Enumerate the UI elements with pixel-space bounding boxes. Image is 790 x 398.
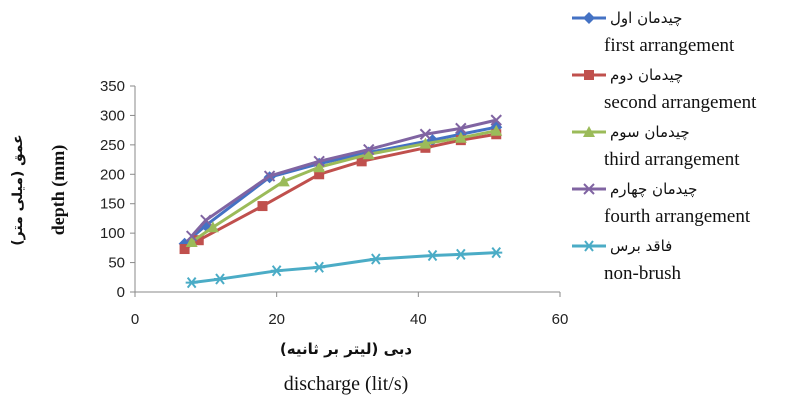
legend-label-fa: چیدمان چهارم (610, 180, 697, 198)
data-point (490, 114, 502, 126)
axes (134, 86, 560, 293)
data-point (363, 143, 375, 156)
legend-item: فاقد برس non-brush (572, 237, 682, 284)
y-axis-label: depth (mm) (48, 145, 69, 236)
data-point (419, 137, 432, 149)
data-point (257, 201, 268, 212)
legend-label-fa: چیدمان دوم (610, 66, 683, 84)
data-point (490, 124, 503, 136)
legend-swatch-marker (583, 126, 595, 137)
series-line (190, 118, 497, 238)
x-axis-label-fa: دبی (لیتر بر ثانیه) (280, 340, 412, 358)
data-point (314, 169, 325, 180)
x-axis-label: discharge (lit/s) (284, 373, 409, 395)
x-tick-label: 0 (131, 311, 139, 328)
legend-label: first arrangement (604, 35, 735, 56)
x-tick-label: 40 (410, 311, 427, 328)
data-point (277, 175, 290, 187)
data-point (454, 248, 467, 260)
data-point (454, 131, 467, 143)
data-point (455, 122, 467, 135)
data-point (362, 148, 375, 160)
data-point (369, 253, 382, 265)
legend-swatch-marker (583, 240, 595, 252)
x-tick-label: 60 (552, 311, 569, 328)
legend-label: third arrangement (604, 149, 740, 170)
y-tick-label: 300 (100, 107, 125, 124)
data-point (185, 235, 198, 247)
x-tick-label: 20 (268, 311, 285, 328)
series-line (183, 132, 497, 251)
data-point (185, 230, 198, 242)
data-point (263, 170, 276, 182)
y-axis-label-fa: عمق (میلی متر) (10, 134, 26, 245)
y-tick-label: 350 (100, 78, 125, 95)
legend-label: non-brush (604, 263, 682, 284)
legend: چیدمان اول first arrangement چیدمان دوم sec… (572, 9, 757, 284)
ticks: 0 50 100 150 200 250 300 350 0 20 40 60 (100, 78, 568, 328)
data-point (356, 156, 367, 167)
data-point (419, 128, 432, 140)
y-tick-label: 50 (108, 255, 125, 272)
legend-item: چیدمان چهارم fourth arrangement (572, 180, 751, 227)
legend-item: چیدمان دوم second arrangement (572, 66, 757, 113)
data-point (185, 276, 198, 289)
data-point (313, 161, 326, 173)
data-point (200, 214, 212, 226)
series-2 (179, 129, 502, 255)
y-tick-label: 150 (100, 196, 125, 213)
y-tick-label: 100 (100, 225, 125, 242)
legend-label-fa: چیدمان سوم (610, 123, 690, 141)
data-point (490, 246, 503, 259)
data-point (193, 235, 204, 246)
series-line (191, 251, 497, 285)
series-line (190, 129, 497, 244)
legend-label-fa: چیدمان اول (610, 9, 682, 27)
legend-label: second arrangement (604, 92, 757, 113)
series-4 (185, 114, 502, 242)
y-tick-label: 0 (117, 284, 125, 301)
y-tick-label: 200 (100, 166, 125, 183)
data-point (179, 244, 190, 255)
series-3 (185, 124, 503, 247)
data-point (206, 221, 219, 233)
legend-label: fourth arrangement (604, 206, 751, 227)
legend-label-fa: فاقد برس (610, 237, 672, 255)
data-point (214, 273, 226, 285)
data-point (313, 261, 326, 273)
series-5 (185, 246, 503, 289)
series-line (183, 125, 497, 245)
legend-swatch-marker (583, 12, 595, 24)
y-tick-label: 250 (100, 137, 125, 154)
legend-item: چیدمان سوم third arrangement (572, 123, 740, 170)
legend-swatch-marker (583, 183, 595, 195)
data-point (270, 265, 283, 277)
data-point (426, 249, 439, 262)
legend-swatch-marker (584, 70, 594, 80)
series-layer (178, 114, 503, 289)
data-point (313, 155, 325, 168)
legend-item: چیدمان اول first arrangement (572, 9, 735, 56)
